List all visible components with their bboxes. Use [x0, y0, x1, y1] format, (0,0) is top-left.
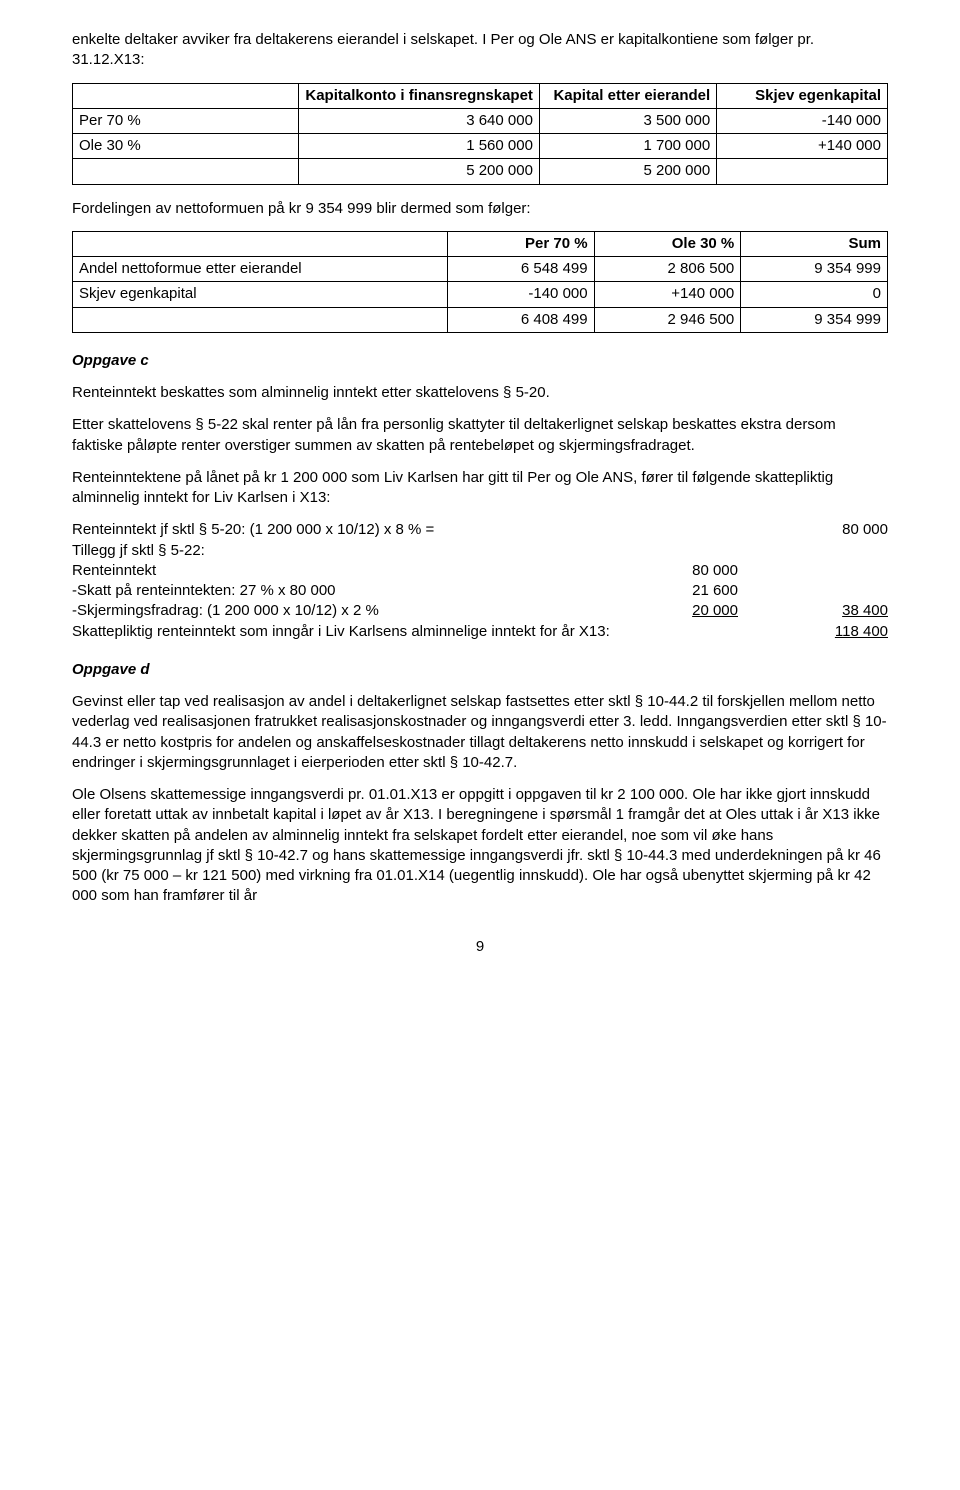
th-per: Per 70 %: [447, 231, 594, 256]
cell-value: 3 500 000: [539, 108, 716, 133]
calc-right: 38 400: [768, 601, 888, 621]
calc-mid: [628, 520, 768, 540]
cell-value: [717, 159, 888, 184]
calc-label: -Skatt på renteinntekten: 27 % x 80 000: [72, 581, 628, 601]
cell-label: [73, 307, 448, 332]
table-header-row: Per 70 % Ole 30 % Sum: [73, 231, 888, 256]
calc-row: Renteinntekt jf sktl § 5-20: (1 200 000 …: [72, 520, 888, 540]
calc-row: Renteinntekt 80 000: [72, 561, 888, 581]
th-skjev: Skjev egenkapital: [717, 83, 888, 108]
paragraph-c3: Renteinntektene på lånet på kr 1 200 000…: [72, 468, 888, 509]
calc-label: Renteinntekt: [72, 561, 628, 581]
cell-value: +140 000: [717, 134, 888, 159]
calc-label: Tillegg jf sktl § 5-22:: [72, 541, 628, 561]
calc-row: Skattepliktig renteinntekt som inngår i …: [72, 622, 888, 642]
table-header-row: Kapitalkonto i finansregnskapet Kapital …: [73, 83, 888, 108]
th-blank: [73, 231, 448, 256]
cell-value: 6 408 499: [447, 307, 594, 332]
calc-label: Renteinntekt jf sktl § 5-20: (1 200 000 …: [72, 520, 628, 540]
table-row: Per 70 % 3 640 000 3 500 000 -140 000: [73, 108, 888, 133]
cell-value: 6 548 499: [447, 257, 594, 282]
page-number: 9: [72, 937, 888, 957]
calc-right: 118 400: [768, 622, 888, 642]
table-row: 5 200 000 5 200 000: [73, 159, 888, 184]
table-row: Ole 30 % 1 560 000 1 700 000 +140 000: [73, 134, 888, 159]
table-kapitalkonto: Kapitalkonto i finansregnskapet Kapital …: [72, 83, 888, 185]
calc-right: [768, 541, 888, 561]
table-row: 6 408 499 2 946 500 9 354 999: [73, 307, 888, 332]
paragraph-c2: Etter skattelovens § 5-22 skal renter på…: [72, 415, 888, 456]
cell-value: -140 000: [447, 282, 594, 307]
table-row: Andel nettoformue etter eierandel 6 548 …: [73, 257, 888, 282]
calc-mid: 80 000: [628, 561, 768, 581]
calc-right: [768, 581, 888, 601]
cell-value: 1 700 000: [539, 134, 716, 159]
th-kapital-etter: Kapital etter eierandel: [539, 83, 716, 108]
table-nettoformue: Per 70 % Ole 30 % Sum Andel nettoformue …: [72, 231, 888, 333]
th-sum: Sum: [741, 231, 888, 256]
calc-right: [768, 561, 888, 581]
paragraph-fordeling: Fordelingen av nettoformuen på kr 9 354 …: [72, 199, 888, 219]
cell-label: [73, 159, 299, 184]
paragraph-c1: Renteinntekt beskattes som alminnelig in…: [72, 383, 888, 403]
table-row: Skjev egenkapital -140 000 +140 000 0: [73, 282, 888, 307]
cell-value: 1 560 000: [299, 134, 540, 159]
calc-mid: 20 000: [628, 601, 768, 621]
cell-value: -140 000: [717, 108, 888, 133]
cell-value: 3 640 000: [299, 108, 540, 133]
intro-paragraph: enkelte deltaker avviker fra deltakerens…: [72, 30, 888, 71]
cell-value: 2 806 500: [594, 257, 741, 282]
calc-mid: [628, 541, 768, 561]
cell-label: Skjev egenkapital: [73, 282, 448, 307]
cell-value: 2 946 500: [594, 307, 741, 332]
paragraph-d1: Gevinst eller tap ved realisasjon av and…: [72, 692, 888, 773]
calc-right: 80 000: [768, 520, 888, 540]
cell-label: Per 70 %: [73, 108, 299, 133]
cell-value: 0: [741, 282, 888, 307]
calc-label: -Skjermingsfradrag: (1 200 000 x 10/12) …: [72, 601, 628, 621]
paragraph-d2: Ole Olsens skattemessige inngangsverdi p…: [72, 785, 888, 907]
cell-label: Andel nettoformue etter eierandel: [73, 257, 448, 282]
th-kapitalkonto: Kapitalkonto i finansregnskapet: [299, 83, 540, 108]
calc-mid: [628, 622, 768, 642]
calc-row: Tillegg jf sktl § 5-22:: [72, 541, 888, 561]
calculation-block: Renteinntekt jf sktl § 5-20: (1 200 000 …: [72, 520, 888, 642]
cell-value: +140 000: [594, 282, 741, 307]
cell-value: 5 200 000: [539, 159, 716, 184]
calc-label: Skattepliktig renteinntekt som inngår i …: [72, 622, 628, 642]
th-blank: [73, 83, 299, 108]
cell-value: 9 354 999: [741, 257, 888, 282]
heading-oppgave-c: Oppgave c: [72, 351, 888, 371]
calc-row: -Skatt på renteinntekten: 27 % x 80 000 …: [72, 581, 888, 601]
th-ole: Ole 30 %: [594, 231, 741, 256]
calc-mid: 21 600: [628, 581, 768, 601]
cell-value: 5 200 000: [299, 159, 540, 184]
cell-value: 9 354 999: [741, 307, 888, 332]
heading-oppgave-d: Oppgave d: [72, 660, 888, 680]
calc-row: -Skjermingsfradrag: (1 200 000 x 10/12) …: [72, 601, 888, 621]
cell-label: Ole 30 %: [73, 134, 299, 159]
